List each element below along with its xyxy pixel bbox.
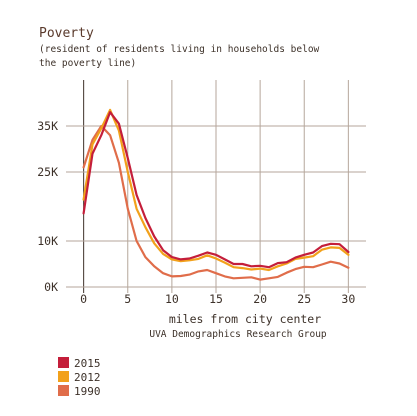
x-axis-label: miles from city center [169, 312, 321, 326]
x-tick-label-5: 25 [297, 292, 311, 306]
chart-subtitle-line-2: the poverty line) [39, 58, 136, 69]
x-tick-label-3: 15 [209, 292, 223, 306]
y-tick-label-2: 25K [37, 165, 58, 179]
chart-credit: UVA Demographics Research Group [149, 329, 327, 340]
y-tick-label-0: 0K [44, 280, 58, 294]
y-tick-label-1: 10K [37, 234, 58, 248]
legend-label-2012: 2012 [74, 371, 101, 384]
chart-title: Poverty [39, 26, 94, 41]
series-line-2015 [82, 111, 350, 269]
legend-label-2015: 2015 [74, 357, 101, 370]
x-tick-label-6: 30 [341, 292, 355, 306]
legend-swatch-2015 [58, 357, 69, 368]
chart-subtitle-line-1: (resident of residents living in househo… [39, 44, 320, 55]
y-tick-label-3: 35K [37, 119, 58, 133]
legend-swatch-1990 [58, 385, 69, 396]
series-lines [82, 108, 350, 281]
y-axis-ticks: 0K 10K 25K 35K [37, 119, 58, 294]
legend-label-1990: 1990 [74, 385, 101, 398]
legend-swatch-2012 [58, 371, 69, 382]
series-line-2012 [82, 108, 350, 272]
x-axis-ticks: 0 5 10 15 20 25 30 [80, 292, 355, 306]
x-tick-label-0: 0 [80, 292, 87, 306]
series-line-1990 [82, 124, 350, 281]
x-tick-label-2: 10 [165, 292, 179, 306]
x-tick-label-4: 20 [253, 292, 267, 306]
x-tick-label-1: 5 [124, 292, 131, 306]
